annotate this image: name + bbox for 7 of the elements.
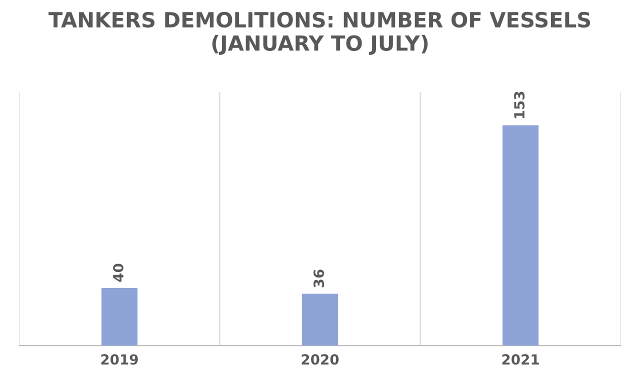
chart-title: TANKERS DEMOLITIONS: NUMBER OF VESSELS (JANUARY TO JULY) <box>48 12 590 55</box>
data-label: 36 <box>314 270 324 288</box>
x-tick-label: 2019 <box>101 354 138 365</box>
data-label: 153 <box>514 92 525 118</box>
x-tick-label: 2020 <box>302 354 339 365</box>
x-tick-label: 2021 <box>502 354 539 365</box>
data-label: 40 <box>112 264 124 282</box>
